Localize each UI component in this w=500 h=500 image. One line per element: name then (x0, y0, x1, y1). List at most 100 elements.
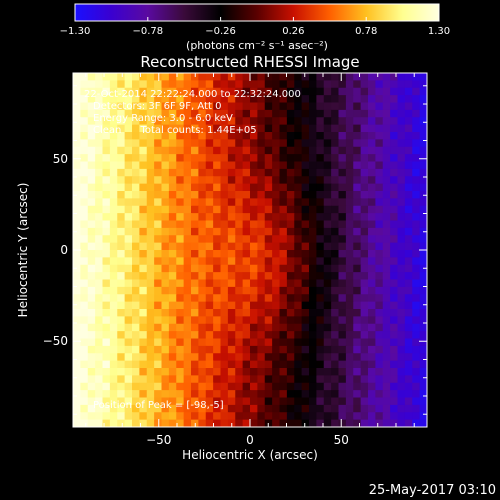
image-pixel (419, 124, 427, 133)
image-pixel (168, 213, 177, 222)
image-pixel (87, 73, 96, 81)
image-pixel (250, 257, 258, 266)
image-pixel (279, 242, 288, 251)
image-pixel (250, 161, 258, 170)
image-pixel (368, 109, 376, 118)
image-pixel (205, 412, 214, 421)
image-pixel (87, 80, 96, 89)
image-pixel (80, 168, 89, 177)
image-pixel (191, 272, 199, 281)
image-pixel (220, 397, 229, 406)
image-pixel (183, 331, 192, 340)
annotation-time-range: 22-Oct-2014 22:22:24.000 to 22:32:24.000 (84, 89, 301, 100)
image-pixel (323, 220, 332, 229)
image-pixel (323, 109, 332, 118)
image-pixel (146, 353, 155, 362)
image-pixel (375, 95, 384, 104)
image-pixel (323, 146, 332, 155)
image-pixel (294, 412, 303, 421)
image-pixel (257, 390, 266, 399)
image-pixel (168, 191, 177, 199)
image-pixel (146, 323, 155, 332)
image-pixel (316, 117, 325, 126)
image-pixel (390, 250, 399, 258)
image-pixel (301, 124, 310, 133)
image-pixel (345, 124, 354, 133)
image-pixel (146, 309, 155, 317)
image-pixel (301, 375, 310, 384)
image-pixel (220, 323, 229, 332)
image-pixel (404, 375, 413, 384)
image-pixel (220, 382, 229, 391)
image-pixel (353, 375, 362, 384)
image-pixel (294, 257, 303, 266)
image-pixel (161, 73, 170, 81)
image-pixel (227, 146, 236, 155)
image-pixel (294, 375, 303, 384)
image-pixel (168, 242, 177, 251)
image-pixel (368, 95, 376, 104)
image-pixel (419, 338, 427, 347)
image-pixel (168, 382, 177, 391)
image-pixel (102, 220, 111, 229)
image-pixel (419, 397, 427, 406)
image-pixel (257, 102, 266, 111)
image-pixel (323, 286, 332, 295)
image-pixel (338, 213, 347, 222)
image-pixel (309, 124, 317, 133)
image-pixel (382, 198, 391, 207)
image-pixel (87, 375, 96, 384)
image-pixel (109, 146, 118, 155)
image-pixel (198, 323, 207, 332)
image-pixel (242, 87, 251, 96)
image-pixel (205, 102, 214, 111)
image-pixel (102, 242, 111, 251)
image-pixel (205, 73, 214, 81)
image-pixel (124, 198, 133, 207)
image-pixel (132, 309, 140, 317)
image-pixel (375, 235, 384, 244)
image-pixel (154, 309, 163, 317)
image-pixel (368, 242, 376, 251)
image-pixel (80, 132, 89, 140)
image-pixel (404, 87, 413, 96)
image-pixel (257, 146, 266, 155)
image-pixel (272, 257, 281, 266)
image-pixel (87, 235, 96, 244)
image-pixel (353, 272, 362, 281)
image-pixel (323, 331, 332, 340)
image-pixel (95, 345, 104, 354)
image-pixel (272, 279, 281, 288)
image-pixel (80, 316, 89, 325)
image-pixel (301, 242, 310, 251)
image-pixel (80, 87, 89, 96)
image-pixel (286, 183, 295, 192)
image-pixel (154, 272, 163, 281)
image-pixel (87, 338, 96, 347)
image-pixel (338, 412, 347, 421)
image-pixel (353, 191, 362, 199)
image-pixel (205, 117, 214, 126)
image-pixel (301, 323, 310, 332)
image-pixel (191, 227, 199, 236)
image-pixel (139, 146, 148, 155)
x-tick-label: 50 (334, 433, 349, 447)
image-pixel (109, 375, 118, 384)
image-pixel (102, 279, 111, 288)
colorbar-tick-label: 0.78 (355, 26, 377, 37)
image-pixel (95, 360, 104, 369)
image-pixel (331, 316, 340, 325)
image-pixel (257, 213, 266, 222)
image-pixel (257, 419, 266, 427)
image-pixel (102, 301, 111, 310)
image-pixel (294, 272, 303, 281)
image-pixel (198, 235, 207, 244)
image-pixel (146, 213, 155, 222)
image-pixel (132, 353, 140, 362)
image-pixel (205, 109, 214, 118)
image-pixel (323, 139, 332, 148)
image-pixel (109, 382, 118, 391)
image-pixel (95, 368, 104, 376)
image-pixel (279, 109, 288, 118)
image-pixel (250, 109, 258, 118)
